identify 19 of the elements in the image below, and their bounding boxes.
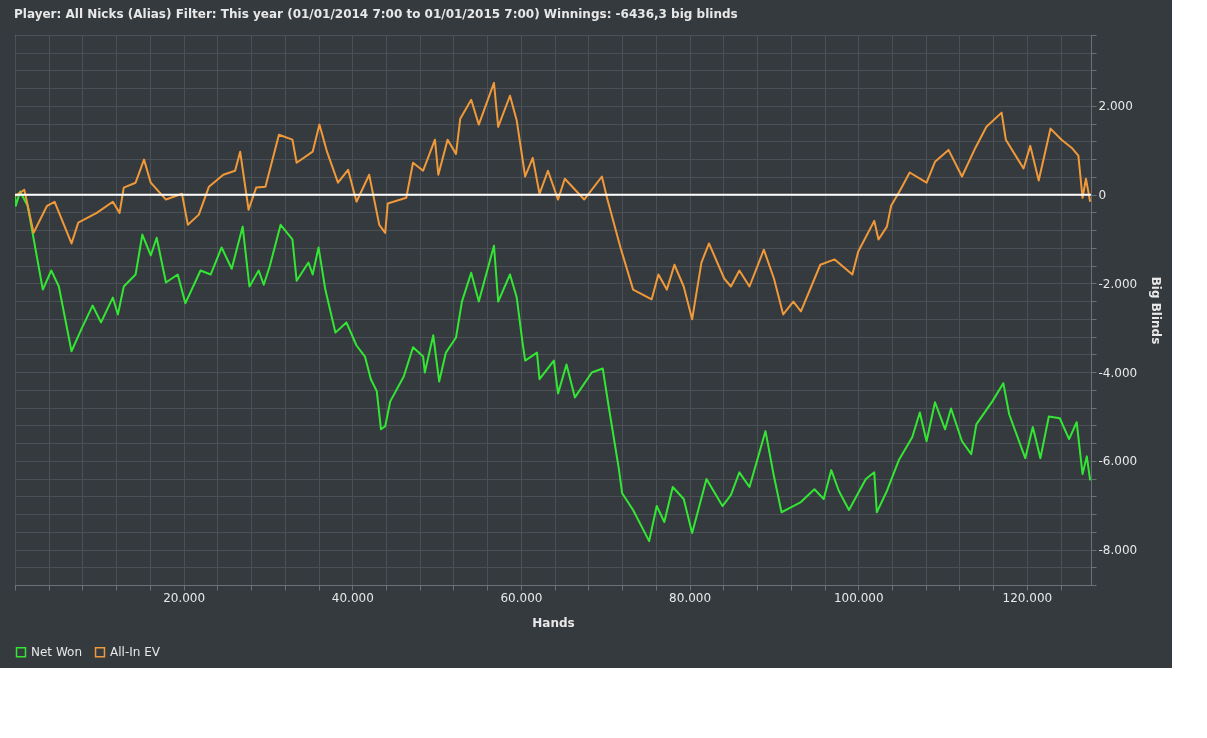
y-tick-label: -8.000 — [1098, 543, 1138, 558]
x-tick-label: 20.000 — [163, 590, 206, 605]
line-series — [15, 190, 1091, 543]
legend-label: Net Won — [31, 645, 82, 660]
line-series — [15, 81, 1091, 321]
x-tick-label: 120.000 — [1002, 590, 1053, 605]
y-tick-label: -6.000 — [1098, 454, 1138, 469]
y-tick-label: -2.000 — [1098, 276, 1138, 291]
x-tick-label: 100.000 — [833, 590, 884, 605]
y-tick-label: 2.000 — [1098, 99, 1133, 114]
x-tick-label: 40.000 — [331, 590, 374, 605]
y-tick-label: -4.000 — [1098, 365, 1138, 380]
x-tick-label: 80.000 — [669, 590, 712, 605]
y-tick-label: 0 — [1098, 188, 1107, 203]
chart-title: Player: All Nicks (Alias) Filter: This year (01/01/2014 7:00 to 01/01/2015 7:00) Winnings: -6436,3 big blinds — [14, 7, 738, 21]
x-tick-label: 60.000 — [500, 590, 543, 605]
y-axis-title: Big Blinds — [1149, 276, 1164, 345]
x-axis-title: Hands — [532, 615, 575, 630]
legend-label: All-In EV — [110, 645, 161, 660]
